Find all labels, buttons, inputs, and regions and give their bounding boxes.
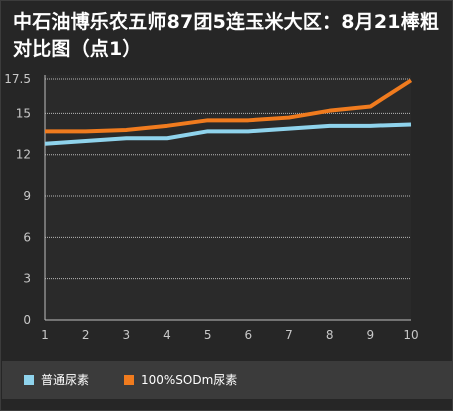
y-tick-label: 17.5 (4, 72, 31, 86)
series-line-1 (44, 122, 412, 146)
legend-label-series-2: 100%SODm尿素 (141, 373, 238, 387)
x-tick-label: 9 (367, 328, 375, 342)
legend-item-series-2: 100%SODm尿素 (124, 371, 237, 388)
y-tick-label: 0 (23, 313, 31, 327)
plot-area (45, 75, 411, 320)
legend-swatch-series-1 (24, 374, 34, 385)
series-line-2 (45, 78, 413, 134)
x-tick-label: 8 (326, 328, 334, 342)
y-tick-label: 9 (23, 189, 31, 203)
x-tick-label: 1 (41, 328, 49, 342)
x-tick-label: 3 (123, 328, 131, 342)
x-tick-label: 10 (403, 328, 418, 342)
chart-title: 中石油博乐农五师87团5连玉米大区：8月21棒粗对比图（点1） (13, 11, 440, 60)
y-tick-label: 6 (23, 230, 31, 244)
legend-label-series-1: 普通尿素 (41, 373, 90, 387)
y-tick-label: 15 (16, 106, 31, 120)
x-tick-label: 7 (285, 328, 293, 342)
x-tick-label: 2 (82, 328, 90, 342)
y-tick-label: 3 (23, 272, 31, 286)
x-tick-label: 6 (245, 328, 253, 342)
legend-item-series-1: 普通尿素 (24, 371, 89, 388)
x-tick-label: 4 (163, 328, 171, 342)
y-tick-label: 12 (16, 148, 31, 162)
legend-swatch-series-2 (124, 374, 134, 385)
x-tick-label: 5 (204, 328, 212, 342)
legend: 普通尿素 100%SODm尿素 (2, 361, 453, 399)
